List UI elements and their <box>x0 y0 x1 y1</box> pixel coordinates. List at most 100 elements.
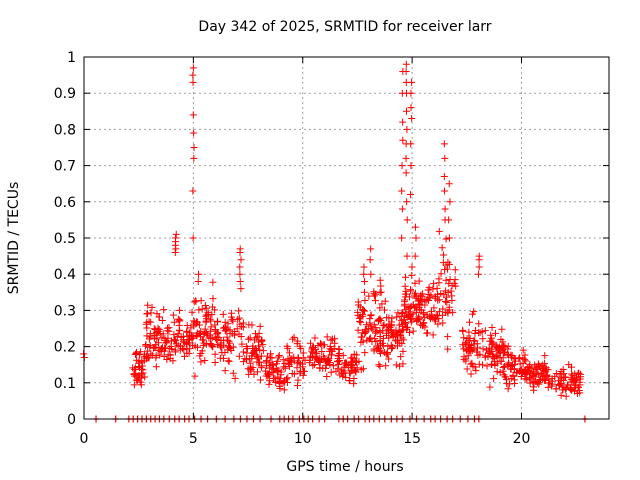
data-point <box>475 252 483 260</box>
data-point <box>277 371 285 379</box>
data-point <box>444 289 452 297</box>
data-point <box>490 355 498 363</box>
data-point <box>430 280 438 288</box>
data-point <box>493 342 501 350</box>
data-point <box>486 383 494 391</box>
data-point <box>366 256 374 264</box>
data-point <box>243 356 251 364</box>
data-point <box>551 373 559 381</box>
data-point <box>326 343 334 351</box>
data-point <box>358 333 366 341</box>
data-point <box>199 341 207 349</box>
data-point <box>429 313 437 321</box>
data-point <box>500 349 508 357</box>
data-point <box>214 328 222 336</box>
data-point <box>399 118 407 126</box>
data-point <box>160 306 168 314</box>
data-point <box>254 368 262 376</box>
data-point <box>342 361 350 369</box>
data-point <box>361 325 369 333</box>
data-point <box>376 304 384 312</box>
data-point <box>388 344 396 352</box>
y-tick-label: 0.9 <box>54 86 76 102</box>
data-point <box>443 298 451 306</box>
data-point <box>316 359 324 367</box>
data-point <box>404 311 412 319</box>
data-point <box>552 385 560 393</box>
data-point <box>211 350 219 358</box>
data-point <box>403 198 411 206</box>
data-point <box>234 315 242 323</box>
data-point <box>172 348 179 356</box>
data-point <box>474 344 482 352</box>
data-point <box>189 234 197 242</box>
data-point <box>235 352 243 360</box>
data-point <box>289 335 297 343</box>
data-point <box>536 376 544 384</box>
data-point <box>399 347 407 355</box>
data-point <box>208 303 216 311</box>
data-point <box>141 373 149 381</box>
data-point <box>256 376 264 384</box>
data-point <box>524 366 532 374</box>
data-point <box>131 364 139 372</box>
data-point <box>190 144 198 151</box>
data-point <box>204 311 212 319</box>
data-point <box>198 305 206 313</box>
data-point <box>359 365 367 373</box>
data-point <box>189 78 197 86</box>
data-point <box>211 359 219 367</box>
data-point <box>359 306 367 314</box>
data-point <box>371 335 379 343</box>
data-point <box>408 115 416 123</box>
data-point <box>504 385 512 393</box>
data-point <box>174 315 182 323</box>
data-point <box>407 162 415 170</box>
data-point <box>493 352 501 360</box>
data-point <box>498 325 506 333</box>
data-point <box>323 333 331 341</box>
data-point <box>354 326 362 334</box>
data-point <box>162 336 170 344</box>
data-point <box>169 311 177 319</box>
data-point <box>195 270 203 278</box>
data-point <box>243 349 251 357</box>
data-point <box>178 344 186 352</box>
data-point <box>437 289 445 297</box>
data-point <box>389 343 397 351</box>
data-point <box>475 360 483 368</box>
data-point <box>243 345 251 353</box>
data-point <box>265 371 273 379</box>
data-point <box>144 309 152 317</box>
data-point <box>392 330 400 338</box>
data-point <box>488 324 496 332</box>
data-point <box>154 324 162 332</box>
data-point <box>367 311 375 319</box>
data-point <box>398 162 406 170</box>
data-point <box>507 363 515 371</box>
data-point <box>402 169 410 177</box>
axis-ticks <box>83 56 609 420</box>
data-point <box>351 366 359 374</box>
y-tick-label: 0.5 <box>54 231 76 247</box>
data-point <box>281 364 289 372</box>
data-point <box>392 361 400 369</box>
data-point <box>354 301 362 309</box>
data-point <box>407 191 415 199</box>
data-point <box>407 140 415 148</box>
data-point <box>221 348 229 356</box>
data-point <box>323 373 331 381</box>
data-point <box>197 358 205 366</box>
data-point <box>411 289 419 297</box>
data-point <box>532 377 540 385</box>
data-point <box>367 270 375 278</box>
data-point <box>407 286 415 294</box>
data-point <box>357 338 365 346</box>
data-point <box>236 245 244 253</box>
data-point <box>327 368 335 376</box>
data-point <box>250 348 258 356</box>
data-point <box>440 187 448 195</box>
data-point <box>413 315 421 323</box>
data-point <box>571 375 579 383</box>
data-point <box>159 330 167 338</box>
